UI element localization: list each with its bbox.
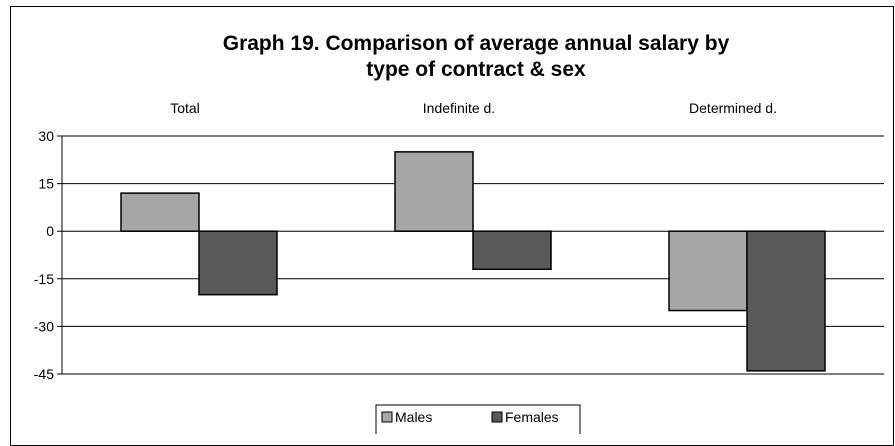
legend-label-males: Males <box>395 409 432 425</box>
bar-females <box>472 230 552 271</box>
y-axis-ticks: 30 15 0 -15 -30 -45 <box>34 128 54 382</box>
y-tick-label: 0 <box>46 223 54 239</box>
bar-males <box>120 192 200 232</box>
legend-box <box>375 404 581 434</box>
bar-males <box>668 230 748 312</box>
chart: Graph 19. Comparison of average annual s… <box>34 32 884 434</box>
legend: Males Females <box>375 404 581 434</box>
bar-females <box>198 230 278 296</box>
category-label: Total <box>170 100 200 116</box>
y-tick-label: 30 <box>38 128 54 144</box>
y-tick-label: -30 <box>34 318 54 334</box>
chart-title-line-2: type of contract & sex <box>366 58 586 81</box>
legend-label-females: Females <box>505 409 559 425</box>
category-label: Indefinite d. <box>423 100 495 116</box>
y-tick-label: 15 <box>38 176 54 192</box>
chart-title-line-1: Graph 19. Comparison of average annual s… <box>223 32 730 55</box>
bar-females <box>746 230 826 372</box>
legend-swatch-males <box>381 411 393 423</box>
bars <box>120 151 826 372</box>
category-labels: Total Indefinite d. Determined d. <box>170 100 777 116</box>
y-tick-label: -45 <box>34 366 54 382</box>
bar-males <box>394 151 474 232</box>
y-tick-label: -15 <box>34 271 54 287</box>
gridlines <box>57 135 884 375</box>
category-label: Determined d. <box>689 100 777 116</box>
legend-swatch-females <box>491 411 503 423</box>
